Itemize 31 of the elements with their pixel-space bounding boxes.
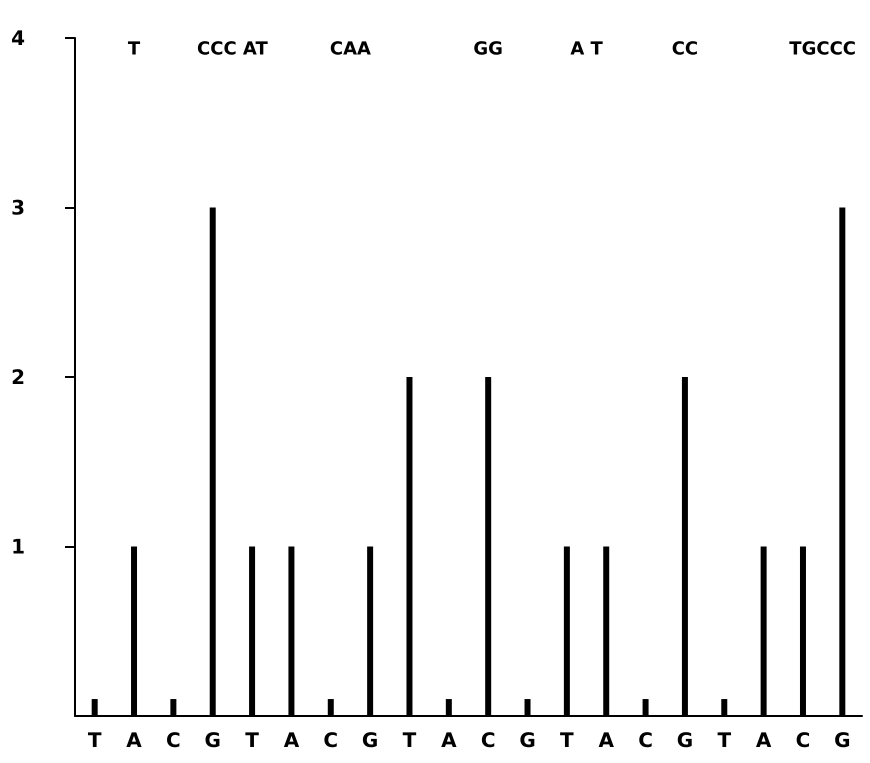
x-tick-label: A [756, 728, 772, 752]
y-tick-label: 2 [11, 365, 25, 389]
annotation: CC [672, 38, 698, 60]
annotation: CAA [330, 38, 372, 60]
x-tick-label: C [323, 728, 338, 752]
x-tick-label: G [676, 728, 694, 752]
x-tick-label: C [796, 728, 810, 752]
x-tick-label: A [284, 728, 300, 752]
x-tick-label: G [519, 728, 536, 752]
x-tick-label: T [245, 728, 260, 752]
y-tick-label: 4 [11, 26, 25, 50]
x-tick-label: G [204, 728, 221, 752]
x-tick-label: G [834, 728, 851, 752]
x-tick-label: G [362, 728, 378, 752]
annotation: T [128, 38, 141, 60]
annotation: GG [473, 38, 503, 60]
x-tick-label: T [402, 728, 417, 752]
x-tick-label: T [717, 728, 732, 752]
x-tick-label: A [126, 728, 142, 752]
annotation: TGCCC [789, 38, 856, 60]
x-tick-label: T [560, 728, 574, 752]
x-tick-label: T [88, 728, 102, 752]
annotation: CCC AT [197, 38, 268, 60]
annotation: A T [570, 38, 604, 60]
y-tick-label: 1 [11, 534, 25, 558]
y-tick-label: 3 [11, 196, 25, 220]
x-tick-label: C [166, 728, 181, 752]
x-tick-label: A [441, 728, 458, 752]
x-tick-label: A [598, 728, 614, 752]
x-tick-label: C [638, 728, 653, 752]
x-tick-label: C [480, 728, 496, 752]
